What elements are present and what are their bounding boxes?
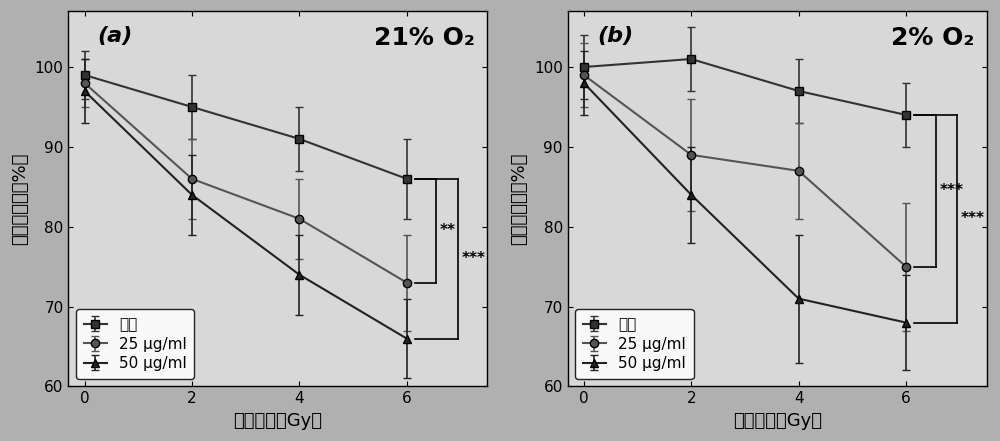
Legend: 对照, 25 μg/ml, 50 μg/ml: 对照, 25 μg/ml, 50 μg/ml [76, 310, 194, 379]
Text: ***: *** [461, 251, 485, 266]
Text: (b): (b) [597, 26, 633, 46]
Legend: 对照, 25 μg/ml, 50 μg/ml: 对照, 25 μg/ml, 50 μg/ml [575, 310, 694, 379]
Y-axis label: 细胞存活率（%）: 细胞存活率（%） [11, 153, 29, 245]
Text: 2% O₂: 2% O₂ [891, 26, 974, 50]
Text: (a): (a) [98, 26, 133, 46]
Y-axis label: 细胞存活率（%）: 细胞存活率（%） [510, 153, 528, 245]
Text: **: ** [440, 223, 456, 238]
Text: 21% O₂: 21% O₂ [374, 26, 475, 50]
X-axis label: 放射剂量（Gy）: 放射剂量（Gy） [233, 412, 322, 430]
X-axis label: 放射剂量（Gy）: 放射剂量（Gy） [733, 412, 822, 430]
Text: ***: *** [939, 183, 963, 198]
Text: ***: *** [961, 211, 985, 226]
